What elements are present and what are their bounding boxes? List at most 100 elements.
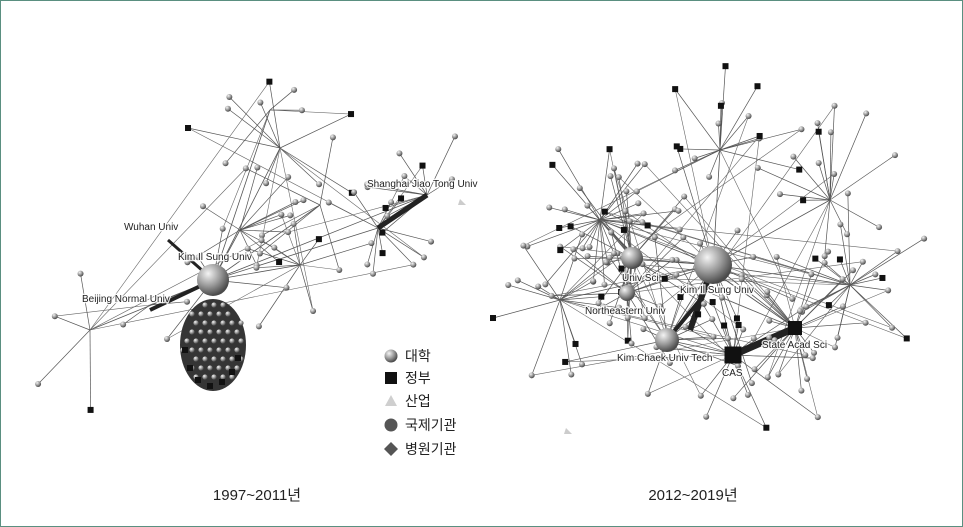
edge xyxy=(239,199,304,231)
node-label: Northeastern Univ xyxy=(585,306,666,317)
node xyxy=(310,308,317,315)
edge xyxy=(719,115,749,151)
cluster-node xyxy=(198,329,204,335)
nodes xyxy=(35,63,928,434)
node xyxy=(570,246,577,253)
node xyxy=(634,160,641,167)
edge xyxy=(674,89,714,266)
node xyxy=(271,244,278,251)
edge xyxy=(840,224,851,286)
node xyxy=(242,165,249,172)
node xyxy=(368,240,375,247)
edge xyxy=(523,245,561,301)
node xyxy=(287,212,294,219)
cluster-node xyxy=(189,347,195,353)
node xyxy=(622,208,629,215)
node xyxy=(624,314,631,321)
node xyxy=(396,150,403,157)
edge xyxy=(817,123,831,201)
edge xyxy=(732,354,813,359)
caption: 2012~2019년 xyxy=(648,487,737,504)
node xyxy=(697,240,704,247)
legend-icon xyxy=(384,418,398,432)
edge xyxy=(293,223,301,266)
edge xyxy=(527,219,601,247)
edge xyxy=(829,173,835,201)
edge xyxy=(683,196,796,329)
node xyxy=(831,170,838,177)
edge xyxy=(589,219,601,248)
hub xyxy=(197,264,229,296)
edge xyxy=(247,248,301,266)
edge xyxy=(719,149,800,170)
edge xyxy=(426,136,456,196)
node xyxy=(184,259,191,266)
node xyxy=(528,372,535,379)
edge xyxy=(426,178,453,196)
edge xyxy=(279,147,320,185)
node xyxy=(766,334,773,341)
node xyxy=(348,111,355,118)
node xyxy=(548,292,555,299)
node xyxy=(811,349,818,356)
cluster-node xyxy=(220,302,226,308)
edge xyxy=(559,299,583,365)
cluster-node xyxy=(225,311,231,317)
node xyxy=(734,362,741,369)
node xyxy=(641,161,648,168)
node xyxy=(789,295,796,302)
edge xyxy=(229,96,281,149)
edge xyxy=(599,219,615,254)
node xyxy=(706,173,713,180)
edge xyxy=(718,274,796,329)
edge xyxy=(599,219,893,329)
edge xyxy=(239,167,258,231)
edge xyxy=(559,299,572,375)
node xyxy=(292,199,299,206)
node xyxy=(715,120,722,127)
node xyxy=(776,191,783,198)
edge xyxy=(712,149,721,266)
node xyxy=(744,391,751,398)
edge xyxy=(779,193,831,201)
node xyxy=(640,326,647,333)
node xyxy=(618,265,625,272)
node xyxy=(717,102,724,109)
edge xyxy=(353,192,379,229)
cluster-node xyxy=(207,329,213,335)
node xyxy=(669,256,676,263)
edge xyxy=(849,261,864,286)
cluster-node xyxy=(219,379,225,385)
node xyxy=(257,99,264,106)
node xyxy=(673,143,680,150)
edge xyxy=(551,292,628,297)
edge xyxy=(559,264,714,301)
cluster-node xyxy=(189,311,195,317)
edge xyxy=(399,153,428,196)
cluster-node xyxy=(225,347,231,353)
edge xyxy=(377,227,425,258)
edge xyxy=(366,227,379,265)
node xyxy=(410,261,417,268)
node xyxy=(709,316,716,323)
cluster-dots xyxy=(180,302,244,389)
node xyxy=(601,281,608,288)
node xyxy=(219,225,226,232)
node xyxy=(255,323,262,330)
node xyxy=(889,324,896,331)
edge xyxy=(377,227,383,254)
node xyxy=(291,86,298,93)
edge xyxy=(89,168,247,331)
node xyxy=(253,264,260,271)
node xyxy=(894,248,901,255)
legend-icon xyxy=(384,442,398,456)
edge xyxy=(794,278,843,329)
edge xyxy=(793,156,831,201)
edge xyxy=(239,229,289,233)
edge xyxy=(599,210,679,221)
node xyxy=(733,315,740,322)
node xyxy=(798,387,805,394)
node xyxy=(546,204,553,211)
node xyxy=(254,164,261,171)
